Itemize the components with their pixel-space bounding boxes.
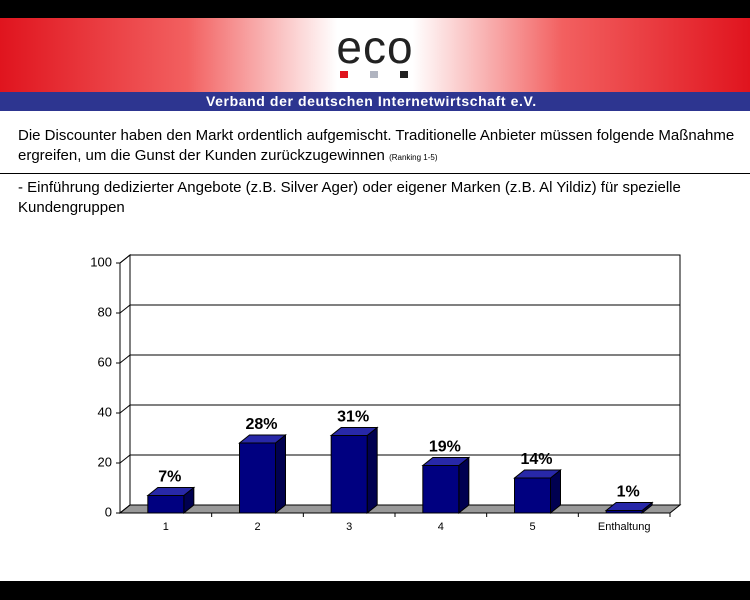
value-label: 1% [617,484,640,501]
logo-dot [370,71,378,78]
question-note: (Ranking 1-5) [389,153,438,162]
bar [605,510,643,514]
logo: eco [336,21,414,73]
bar [239,442,276,514]
bar [330,435,368,514]
question: Die Discounter haben den Markt ordentlic… [18,126,743,168]
side-wall [119,253,131,515]
subtitle-band [0,92,750,111]
grid-line [119,304,131,314]
bar [514,477,551,514]
y-tick-label: 80 [98,304,112,319]
x-tick-label: 3 [346,521,352,533]
y-tick-label: 60 [98,354,112,369]
top-bar [0,0,750,18]
grid-line [119,254,131,264]
bar-side [275,433,286,515]
bar-side [458,456,470,515]
y-tick-label: 20 [98,454,112,469]
question-text: Die Discounter haben den Markt ordentlic… [18,127,735,164]
divider [0,173,750,174]
floor [118,504,682,514]
logo-dot [340,71,348,78]
x-tick-label: 5 [529,521,535,533]
value-label: 7% [158,469,181,486]
subtitle: Verband der deutschen Internetwirtschaft… [206,93,537,109]
x-tick-label: 2 [254,521,260,533]
value-label: 19% [429,439,461,456]
option: - Einführung dedizierter Angebote (z.B. … [18,179,681,216]
x-tick-label: 4 [438,521,444,533]
y-tick-label: 100 [90,254,112,269]
bar-side [366,426,378,515]
y-tick-label: 40 [98,404,112,419]
header-band [0,18,750,92]
bottom-bar [0,581,750,600]
x-tick-label: Enthaltung [598,521,651,533]
x-tick-label: 1 [163,521,169,533]
value-label: 31% [337,409,369,426]
back-wall [129,254,681,506]
grid-line [119,504,131,514]
logo-dot [400,71,408,78]
y-tick-label: 0 [105,504,112,519]
grid-line [119,404,131,414]
value-label: 14% [520,451,552,468]
grid-line [119,354,131,364]
bar [422,465,460,514]
bar [147,495,185,514]
grid-line [119,454,131,464]
value-label: 28% [245,416,277,433]
